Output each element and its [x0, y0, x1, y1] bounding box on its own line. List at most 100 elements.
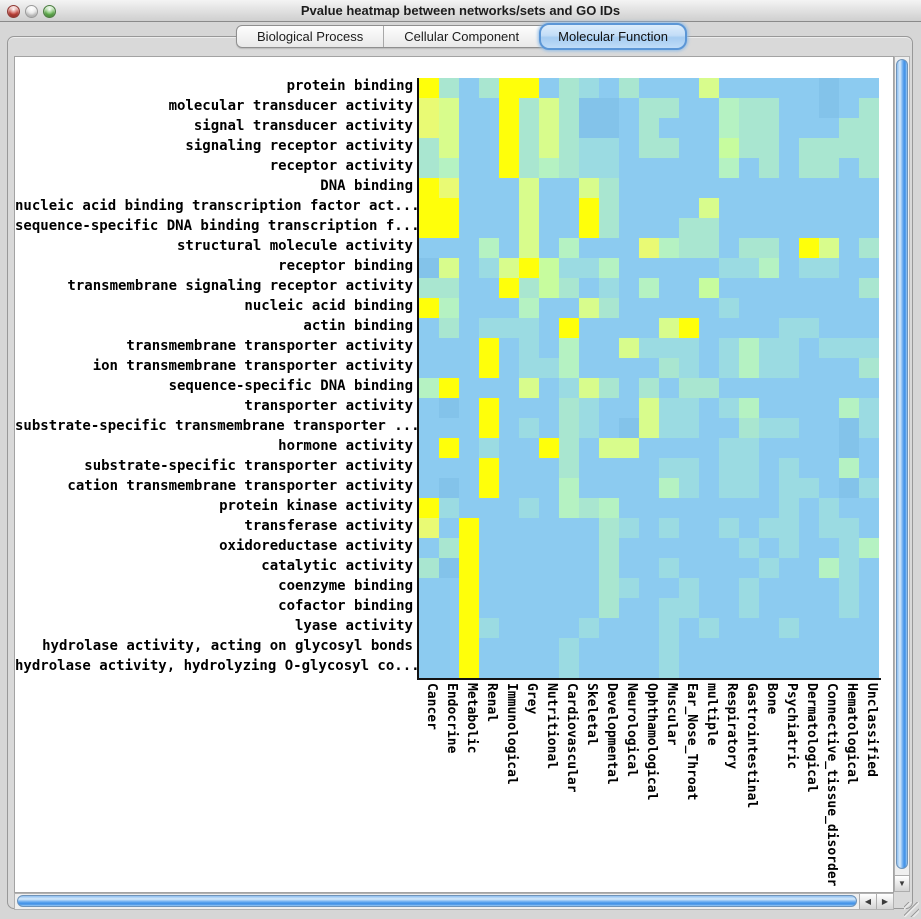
heatmap-cell — [579, 418, 599, 438]
heatmap-cell — [559, 638, 579, 658]
heatmap-cell — [559, 618, 579, 638]
heatmap-cell — [759, 378, 779, 398]
heatmap-cell — [579, 318, 599, 338]
heatmap-cell — [639, 598, 659, 618]
heatmap-cell — [459, 258, 479, 278]
heatmap-cell — [519, 118, 539, 138]
heatmap-cell — [679, 358, 699, 378]
heatmap-cell — [759, 278, 779, 298]
heatmap-cell — [759, 78, 779, 98]
heatmap-cell — [679, 298, 699, 318]
tab-biological-process[interactable]: Biological Process — [257, 29, 364, 44]
heatmap-cell — [739, 158, 759, 178]
heatmap-cell — [579, 258, 599, 278]
heatmap-cell — [439, 618, 459, 638]
heatmap-cell — [419, 518, 439, 538]
heatmap-cell — [859, 398, 879, 418]
heatmap-cell — [799, 138, 819, 158]
heatmap-cell — [679, 398, 699, 418]
heatmap-cell — [839, 558, 859, 578]
heatmap-cell — [539, 538, 559, 558]
heatmap-cell — [739, 238, 759, 258]
horizontal-scrollbar-thumb[interactable] — [17, 895, 857, 907]
heatmap-cell — [859, 338, 879, 358]
col-label: Endocrine — [444, 683, 459, 754]
heatmap-cell — [439, 118, 459, 138]
heatmap-cell — [439, 178, 459, 198]
heatmap-cell — [459, 658, 479, 678]
heatmap-cell — [539, 238, 559, 258]
heatmap-cell — [439, 378, 459, 398]
col-label: Bone — [764, 683, 779, 715]
heatmap-cell — [619, 638, 639, 658]
heatmap-cell — [619, 178, 639, 198]
heatmap-cell — [579, 658, 599, 678]
heatmap-cell — [699, 598, 719, 618]
heatmap-cell — [559, 518, 579, 538]
heatmap-cell — [619, 458, 639, 478]
heatmap-cell — [659, 418, 679, 438]
heatmap-cell — [859, 458, 879, 478]
heatmap-cell — [599, 438, 619, 458]
heatmap-cell — [499, 358, 519, 378]
heatmap-cell — [659, 478, 679, 498]
down-arrow-icon: ▼ — [898, 879, 906, 888]
heatmap-cell — [819, 258, 839, 278]
vertical-scrollbar[interactable] — [894, 56, 910, 876]
col-label: Metabolic — [464, 683, 479, 754]
minimize-button[interactable] — [25, 5, 38, 18]
heatmap-cell — [499, 478, 519, 498]
heatmap-cell — [519, 298, 539, 318]
scroll-down-button[interactable]: ▼ — [894, 875, 910, 892]
heatmap-cell — [679, 278, 699, 298]
heatmap-cell — [559, 438, 579, 458]
heatmap-cell — [779, 118, 799, 138]
heatmap-cell — [599, 218, 619, 238]
scroll-left-button[interactable]: ◀ — [859, 894, 876, 909]
title-bar[interactable]: Pvalue heatmap between networks/sets and… — [0, 0, 921, 22]
heatmap-cell — [619, 118, 639, 138]
heatmap-cell — [519, 178, 539, 198]
heatmap-cell — [659, 458, 679, 478]
zoom-button[interactable] — [43, 5, 56, 18]
heatmap-cell — [759, 618, 779, 638]
horizontal-scrollbar[interactable]: ◀ ▶ — [14, 893, 894, 910]
heatmap-cell — [459, 198, 479, 218]
col-label: Grey — [524, 683, 539, 715]
heatmap-cell — [519, 618, 539, 638]
heatmap-cell — [499, 98, 519, 118]
tab-cellular-component[interactable]: Cellular Component — [383, 26, 539, 47]
heatmap-cell — [519, 558, 539, 578]
vertical-scrollbar-thumb[interactable] — [896, 59, 908, 869]
heatmap-cell — [659, 178, 679, 198]
heatmap-cell — [579, 598, 599, 618]
heatmap-cell — [759, 418, 779, 438]
heatmap-cell — [639, 658, 659, 678]
heatmap-cell — [819, 578, 839, 598]
heatmap-cell — [679, 638, 699, 658]
heatmap-cell — [459, 398, 479, 418]
tab-molecular-function[interactable]: Molecular Function — [539, 23, 687, 50]
heatmap-cell — [459, 598, 479, 618]
col-label: Ophthamological — [644, 683, 659, 801]
col-label: Dermatological — [804, 683, 819, 793]
heatmap-cell — [519, 538, 539, 558]
heatmap-cell — [419, 198, 439, 218]
heatmap-cell — [499, 558, 519, 578]
heatmap-cell — [739, 318, 759, 338]
tab-group: Biological Process Cellular Component Mo… — [236, 23, 687, 50]
heatmap-cell — [479, 138, 499, 158]
heatmap-cell — [579, 338, 599, 358]
heatmap-cell — [539, 278, 559, 298]
row-label: sequence-specific DNA binding transcript… — [15, 218, 420, 234]
heatmap-cell — [679, 438, 699, 458]
heatmap-cell — [799, 418, 819, 438]
heatmap-cell — [499, 398, 519, 418]
heatmap-cell — [819, 298, 839, 318]
close-button[interactable] — [7, 5, 20, 18]
col-label: Developmental — [604, 683, 619, 785]
heatmap-cell — [859, 658, 879, 678]
resize-grip[interactable] — [904, 902, 919, 917]
scroll-right-button[interactable]: ▶ — [876, 894, 893, 909]
heatmap-cell — [619, 598, 639, 618]
